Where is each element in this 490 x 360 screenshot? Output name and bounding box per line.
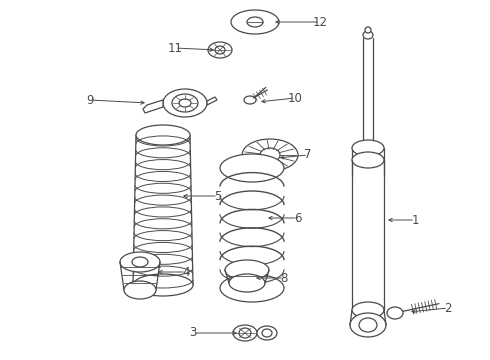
- Ellipse shape: [132, 257, 148, 267]
- Text: 8: 8: [280, 271, 288, 284]
- Text: 7: 7: [304, 148, 312, 162]
- Polygon shape: [133, 135, 193, 285]
- Ellipse shape: [225, 260, 269, 280]
- Ellipse shape: [239, 328, 251, 338]
- Ellipse shape: [120, 252, 160, 272]
- Text: 2: 2: [444, 302, 452, 315]
- Text: 6: 6: [294, 211, 302, 225]
- Ellipse shape: [220, 154, 284, 182]
- Text: 4: 4: [182, 266, 190, 279]
- Text: 5: 5: [214, 189, 221, 202]
- Ellipse shape: [229, 274, 265, 292]
- Text: 1: 1: [411, 213, 419, 226]
- Ellipse shape: [352, 302, 384, 318]
- Ellipse shape: [257, 326, 277, 340]
- Polygon shape: [207, 97, 217, 105]
- Ellipse shape: [133, 274, 193, 296]
- Ellipse shape: [363, 31, 373, 39]
- Ellipse shape: [262, 329, 272, 337]
- Ellipse shape: [242, 139, 298, 171]
- Ellipse shape: [387, 307, 403, 319]
- Text: 12: 12: [313, 15, 327, 28]
- Ellipse shape: [136, 125, 190, 145]
- Ellipse shape: [233, 325, 257, 341]
- Ellipse shape: [208, 42, 232, 58]
- Ellipse shape: [352, 152, 384, 168]
- Ellipse shape: [179, 99, 191, 107]
- Ellipse shape: [359, 318, 377, 332]
- Ellipse shape: [231, 10, 279, 34]
- Text: 9: 9: [86, 94, 94, 107]
- Text: 3: 3: [189, 327, 196, 339]
- Ellipse shape: [365, 27, 371, 33]
- Ellipse shape: [352, 140, 384, 156]
- Polygon shape: [143, 100, 163, 113]
- Ellipse shape: [260, 148, 280, 162]
- Ellipse shape: [220, 274, 284, 302]
- Ellipse shape: [215, 46, 225, 54]
- Ellipse shape: [172, 94, 198, 112]
- Ellipse shape: [350, 313, 386, 337]
- Bar: [352, 148, 384, 310]
- Ellipse shape: [163, 89, 207, 117]
- Ellipse shape: [124, 281, 156, 299]
- Ellipse shape: [247, 17, 263, 27]
- Text: 10: 10: [288, 91, 302, 104]
- Ellipse shape: [244, 96, 256, 104]
- Text: 11: 11: [168, 41, 182, 54]
